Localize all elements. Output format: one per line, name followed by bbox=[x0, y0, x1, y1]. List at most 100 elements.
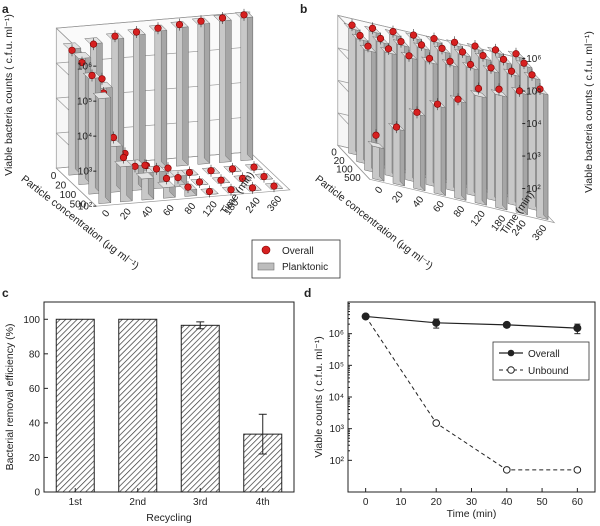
bar-t180-c20 bbox=[201, 164, 221, 177]
panel-c-bar-chart: 0 20 40 60 80 100 1st 2nd 3rd 4th Recycling Bacteri… bbox=[4, 301, 295, 524]
unbound-point bbox=[502, 466, 511, 474]
bar-t360-c20 bbox=[244, 161, 264, 174]
panel-label-c: c bbox=[2, 286, 9, 300]
bar-face-side bbox=[126, 159, 133, 202]
y-axis-label: Viable counts ( c.f.u. ml⁻¹) bbox=[313, 336, 325, 457]
overall-point bbox=[392, 123, 401, 131]
bar-t0-c500 bbox=[92, 72, 112, 204]
overall-point bbox=[207, 167, 215, 175]
conc-tick-label: 100 bbox=[336, 165, 353, 176]
y-tick-label: 40 bbox=[29, 418, 41, 429]
bar-t40-c500 bbox=[408, 106, 426, 192]
panel-d-line-chart: 0 10 20 30 40 50 60 10² 10³ 10⁴ 10⁵ 10⁶ Overall Unbou… bbox=[313, 301, 596, 520]
panel-label-b: b bbox=[300, 2, 307, 16]
x-axis-label: Recycling bbox=[146, 512, 192, 524]
overall-point bbox=[162, 174, 171, 183]
overall-point bbox=[466, 60, 475, 69]
overall-point bbox=[141, 161, 149, 169]
overall-point bbox=[376, 34, 385, 43]
z-tick-label: 10⁶ bbox=[526, 54, 541, 65]
bar-face-side bbox=[502, 91, 508, 211]
time-tick-label: 360 bbox=[265, 194, 284, 214]
overall-point bbox=[260, 173, 268, 181]
y-tick-label: 10⁶ bbox=[329, 329, 344, 340]
overall-point bbox=[154, 24, 162, 32]
overall-point bbox=[432, 318, 441, 327]
overall-point bbox=[227, 186, 235, 194]
z-tick-label: 10³ bbox=[78, 167, 93, 178]
y-tick-label: 0 bbox=[34, 488, 40, 499]
time-tick-label: 20 bbox=[118, 206, 134, 222]
overall-point bbox=[417, 41, 426, 49]
y-tick-label: 20 bbox=[29, 453, 41, 464]
overall-point bbox=[536, 85, 544, 93]
overall-point bbox=[430, 35, 438, 43]
bar-face-top bbox=[92, 92, 112, 99]
y-tick-label: 10⁴ bbox=[329, 393, 344, 404]
x-tick-label: 20 bbox=[431, 497, 443, 508]
overall-point bbox=[384, 45, 393, 53]
bar-t180-c500 bbox=[221, 183, 241, 196]
legend-d: Overall Unbound bbox=[492, 341, 590, 381]
bar-t60-c500 bbox=[428, 98, 447, 197]
panel-label-a: a bbox=[2, 2, 9, 16]
overall-point bbox=[184, 183, 192, 191]
x-tick-label: 1st bbox=[69, 497, 83, 508]
overall-point bbox=[217, 176, 225, 184]
conc-tick-label: 500 bbox=[344, 173, 361, 184]
bar-face-side bbox=[440, 102, 446, 197]
bar-t180-c0 bbox=[191, 15, 211, 165]
x-tick-label: 30 bbox=[466, 497, 478, 508]
bar-t60-c500 bbox=[157, 172, 176, 199]
bar-t80-c100 bbox=[168, 169, 188, 188]
conc-tick-label: 100 bbox=[60, 190, 77, 201]
overall-point bbox=[528, 71, 536, 79]
time-tick-label: 60 bbox=[161, 203, 177, 219]
y-tick-label: 10² bbox=[330, 456, 345, 467]
panel-b-3d-bar-chart: 10² 10³ 10⁴ 10⁵ 10⁶ Viable bacteria counts ( … bbox=[313, 14, 595, 272]
legend-d-box bbox=[492, 341, 590, 381]
y-tick-label: 80 bbox=[29, 349, 41, 360]
bar-face-top bbox=[367, 140, 385, 150]
overall-point bbox=[197, 17, 205, 25]
bar-t360-c100 bbox=[254, 170, 274, 183]
overall-point bbox=[389, 28, 397, 36]
bar-t240-c500 bbox=[510, 84, 529, 216]
conc-tick-label: 20 bbox=[55, 180, 67, 191]
bar-face-top bbox=[135, 172, 155, 180]
bar-face-side bbox=[420, 110, 426, 192]
overall-point bbox=[499, 55, 508, 63]
bar-t80-c500 bbox=[449, 93, 467, 202]
overall-point bbox=[446, 57, 454, 65]
unbound-point bbox=[573, 466, 582, 474]
overall-point bbox=[68, 46, 76, 54]
z-tick-label: 10² bbox=[526, 184, 541, 195]
x-tick-label: 10 bbox=[395, 497, 407, 508]
overall-point bbox=[131, 162, 139, 170]
time-tick-label: 120 bbox=[469, 208, 488, 228]
overall-point bbox=[573, 324, 582, 333]
overall-point bbox=[515, 87, 524, 95]
overall-point bbox=[175, 21, 184, 29]
overall-point bbox=[372, 131, 380, 139]
bar-t240-c500 bbox=[243, 181, 262, 194]
bar-t180-c500 bbox=[490, 83, 508, 211]
overall-point bbox=[495, 85, 503, 93]
overall-point bbox=[450, 38, 459, 46]
bar-face-side bbox=[246, 11, 254, 161]
overall-point bbox=[512, 50, 520, 58]
overall-point bbox=[270, 182, 278, 190]
x-tick-label: 0 bbox=[363, 497, 369, 508]
x-tick-label: 4th bbox=[256, 497, 270, 508]
time-tick-label: 40 bbox=[411, 194, 427, 210]
bar-t80-c500 bbox=[178, 181, 198, 197]
overall-point bbox=[132, 28, 141, 36]
bar-face-side bbox=[182, 20, 189, 166]
overall-point bbox=[98, 75, 106, 83]
bar-t360-c500 bbox=[264, 180, 284, 193]
overall-point bbox=[185, 168, 194, 177]
conc-tick-label: 20 bbox=[334, 156, 346, 167]
overall-point bbox=[471, 42, 479, 50]
overall-point bbox=[438, 44, 446, 52]
